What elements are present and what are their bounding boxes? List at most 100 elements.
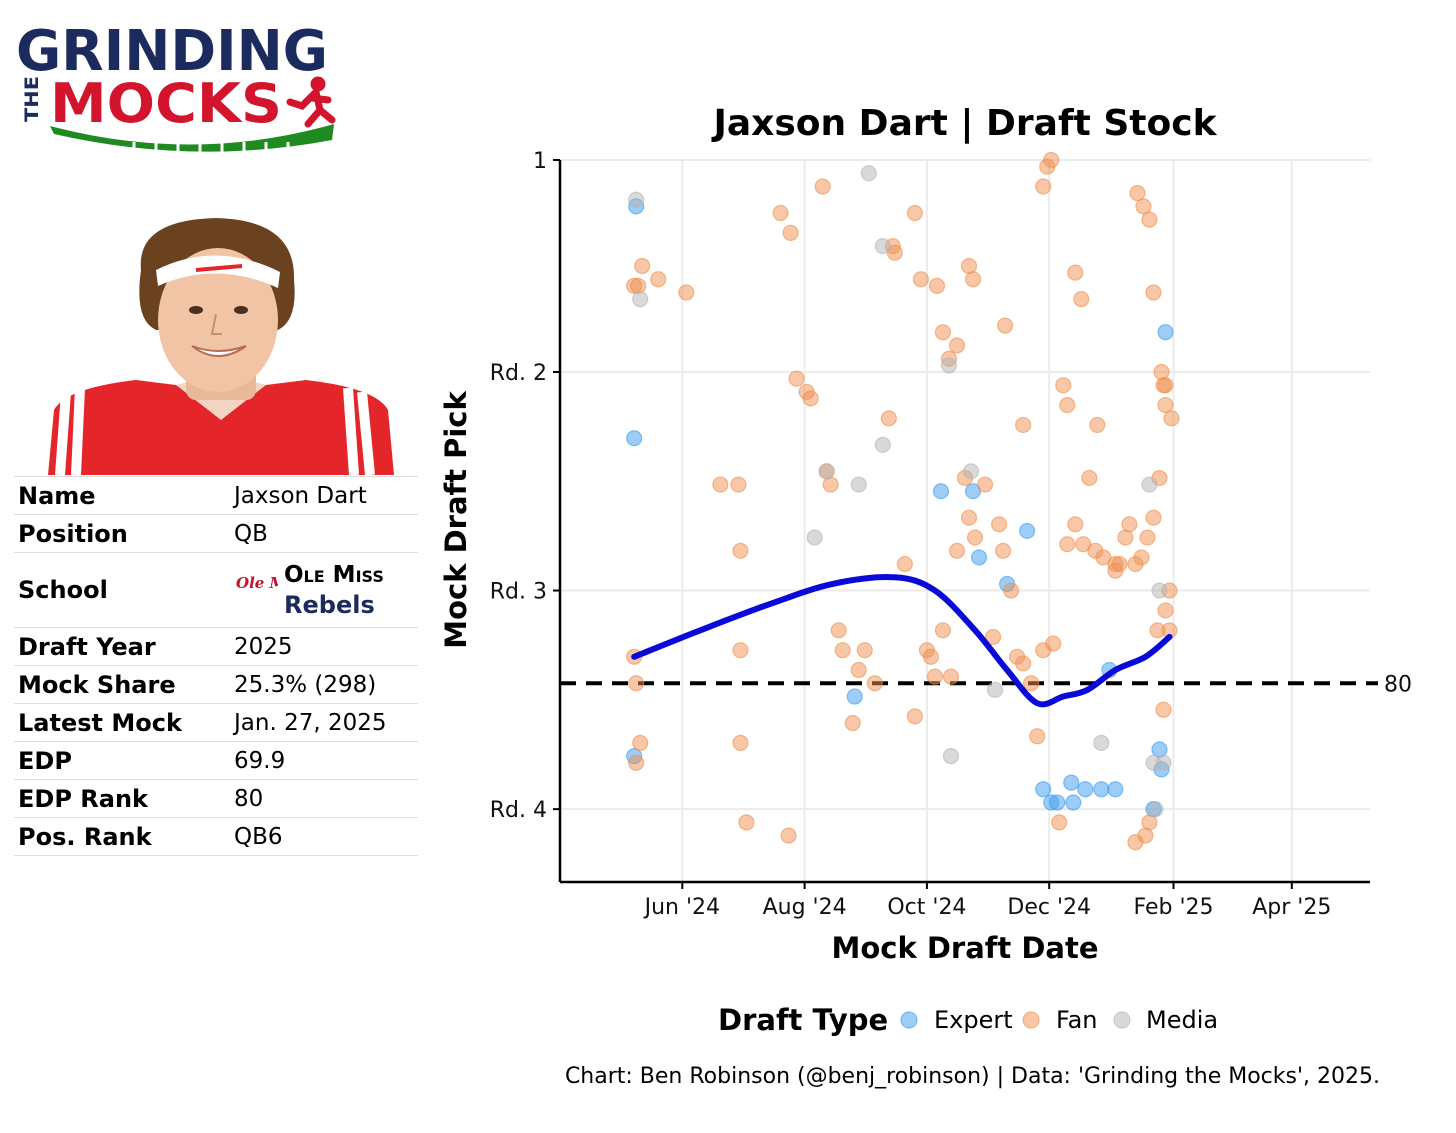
point-fan	[996, 317, 1014, 334]
legend-key-fan	[1022, 1011, 1040, 1029]
point-fan	[730, 476, 747, 493]
point-media	[962, 463, 980, 480]
info-row: Mock Share 25.3% (298)	[14, 665, 418, 704]
y-tick-label: 1	[533, 149, 547, 174]
y-tick-label: Rd. 4	[490, 798, 547, 823]
info-label: EDP Rank	[14, 779, 230, 818]
point-expert	[1065, 794, 1082, 811]
point-fan	[1129, 185, 1146, 202]
player-info-table: Name Jaxson Dart Position QB School Ole …	[14, 476, 418, 856]
y-tick-label: Rd. 3	[490, 580, 547, 605]
point-fan	[834, 642, 851, 659]
runner-icon	[286, 76, 336, 128]
point-expert	[1019, 522, 1036, 540]
info-label: EDP	[14, 741, 230, 780]
info-value: 80	[230, 779, 418, 818]
point-fan	[1121, 516, 1138, 533]
point-fan	[922, 648, 940, 665]
point-fan	[942, 668, 960, 685]
point-fan	[934, 324, 952, 341]
point-fan	[1145, 284, 1162, 301]
y-tick-label: Rd. 2	[490, 361, 547, 386]
school-value: Ole Miss Ole Miss Rebels	[230, 552, 418, 628]
info-row: EDP 69.9	[14, 741, 418, 780]
point-fan	[632, 734, 649, 751]
grinding-the-mocks-logo: GRINDING THE MOCKS	[14, 14, 344, 159]
point-expert	[1049, 794, 1066, 811]
trend-line	[631, 574, 1173, 708]
legend-label: Expert	[934, 1006, 1013, 1034]
point-media	[874, 238, 891, 255]
point-fan	[960, 509, 978, 526]
point-fan	[814, 178, 831, 195]
reference-line-group: 80	[560, 672, 1412, 697]
point-fan	[1157, 377, 1174, 394]
point-fan	[1089, 416, 1106, 434]
point-fan	[1015, 416, 1032, 434]
point-fan	[1133, 549, 1150, 566]
jersey-shape	[48, 380, 394, 475]
point-fan	[1145, 509, 1162, 526]
player-headshot	[46, 210, 396, 475]
point-fan	[1035, 178, 1052, 195]
info-row: Draft Year 2025	[14, 627, 418, 666]
point-media	[942, 748, 960, 765]
legend-key-media	[1113, 1011, 1131, 1029]
point-fan	[990, 516, 1008, 533]
info-value: Jan. 27, 2025	[230, 703, 418, 742]
point-fan	[850, 661, 867, 679]
point-expert	[1157, 324, 1174, 341]
point-fan	[738, 814, 755, 831]
point-fan	[866, 675, 883, 692]
point-fan	[732, 642, 749, 659]
point-fan	[630, 277, 647, 294]
point-fan	[1073, 291, 1090, 308]
point-media	[1151, 582, 1168, 599]
point-fan	[1135, 198, 1152, 215]
point-fan	[1149, 622, 1166, 639]
point-fan	[1023, 675, 1040, 692]
info-value: 69.9	[230, 741, 418, 780]
point-fan	[856, 642, 873, 659]
info-row: Pos. Rank QB6	[14, 817, 418, 856]
point-fan	[780, 827, 797, 844]
point-fan	[1157, 602, 1174, 619]
point-expert	[1063, 774, 1080, 791]
point-fan	[926, 668, 944, 685]
point-fan	[976, 476, 994, 493]
school-mascot: Rebels	[284, 591, 375, 619]
point-fan	[994, 542, 1012, 559]
chart-caption: Chart: Ben Robinson (@benj_robinson) | D…	[565, 1064, 1380, 1089]
x-tick-label: Oct '24	[887, 895, 966, 920]
point-expert	[626, 430, 643, 447]
info-label: Pos. Rank	[14, 817, 230, 856]
point-fan	[1059, 396, 1076, 414]
info-row: Latest Mock Jan. 27, 2025	[14, 703, 418, 742]
chart-axes	[558, 160, 1370, 884]
point-expert	[1093, 781, 1110, 798]
info-label: Name	[14, 476, 230, 515]
legend-key-expert	[900, 1011, 918, 1029]
point-fan	[1051, 814, 1068, 831]
point-expert	[1035, 781, 1052, 798]
logo-line2: MOCKS	[50, 72, 282, 135]
point-fan	[634, 257, 651, 275]
point-media	[1147, 801, 1164, 818]
point-fan	[948, 542, 966, 559]
x-tick-label: Apr '25	[1252, 895, 1331, 920]
point-fan	[712, 476, 729, 493]
point-media	[860, 165, 877, 182]
chart-grid	[560, 159, 1370, 882]
point-fan	[964, 271, 982, 288]
point-fan	[1029, 728, 1046, 745]
info-label: Position	[14, 514, 230, 553]
point-fan	[948, 337, 966, 354]
point-fan	[628, 675, 645, 692]
legend-label: Media	[1146, 1006, 1218, 1034]
x-tick-label: Aug '24	[763, 895, 847, 920]
info-value: 2025	[230, 627, 418, 666]
point-expert	[1077, 781, 1094, 798]
logo-graphic: GRINDING THE MOCKS	[16, 19, 336, 154]
point-fan	[732, 542, 749, 559]
point-media	[1141, 476, 1158, 493]
